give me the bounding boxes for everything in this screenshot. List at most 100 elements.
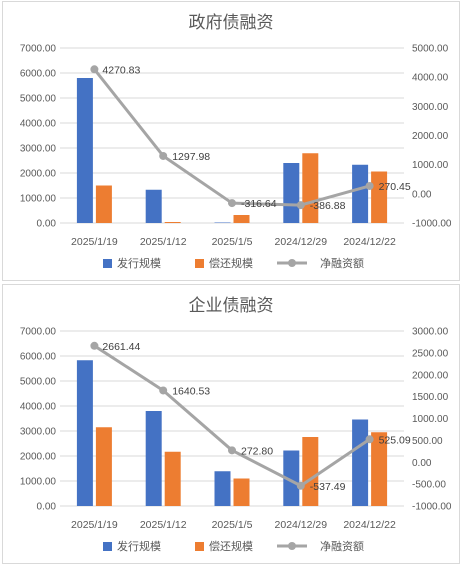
line-point	[228, 199, 236, 208]
x-category-label: 2024/12/22	[343, 519, 396, 531]
line-point	[90, 65, 99, 74]
bar-repayment	[233, 478, 250, 506]
y-left-tick-label: 2000.00	[20, 452, 57, 463]
line-point	[365, 435, 374, 444]
legend-label: 发行规模	[117, 256, 161, 270]
y-axis-left: 0.00 1000.00 2000.00 3000.00 4000.00 5000.00 6…	[20, 327, 57, 513]
chart-panel-enterprise-bond: 企业债融资 0.00 1000.00 2000.00 3000.00 4000.00 500…	[2, 284, 460, 564]
x-category-label: 2024/12/29	[275, 236, 328, 248]
data-labels: 4270.83 1297.98 -316.64 -386.88 270.45	[102, 64, 410, 212]
bar-issuance	[145, 411, 162, 506]
data-label: -537.49	[310, 481, 346, 493]
y-right-tick-label: 1500.00	[412, 392, 449, 403]
bar-issuance	[76, 360, 93, 506]
y-right-tick-label: -1000.00	[412, 502, 452, 513]
chart-enterprise-bond: 企业债融资 0.00 1000.00 2000.00 3000.00 4000.00 500…	[20, 296, 452, 553]
y-left-tick-label: 6000.00	[20, 69, 57, 80]
data-label: 270.45	[379, 181, 411, 193]
data-label: 1297.98	[172, 151, 210, 163]
legend-label: 偿还规模	[209, 539, 253, 553]
x-category-label: 2025/1/19	[71, 519, 118, 531]
legend-swatch-repayment	[195, 542, 204, 551]
data-labels: 2661.44 1640.53 272.80 -537.49 525.09	[102, 341, 410, 493]
line-point	[159, 151, 168, 160]
data-label: 272.80	[241, 445, 273, 457]
y-axis-left: 0.00 1000.00 2000.00 3000.00 4000.00 5000.00 6…	[20, 44, 57, 230]
x-axis: 2025/1/19 2025/1/12 2025/1/5 2024/12/29 2024…	[71, 236, 396, 248]
chart-title: 政府债融资	[189, 13, 274, 32]
bar-repayment	[302, 437, 319, 506]
y-right-tick-label: 2000.00	[412, 131, 449, 142]
bar-issuance	[283, 163, 300, 223]
legend-swatch-issuance	[103, 259, 112, 268]
bar-issuance	[352, 419, 369, 506]
bar-repayment	[371, 432, 388, 506]
chart-panel-government-bond: 政府债融资 0.00 1000.00 2000.00 3000.00 4000.00 500…	[2, 1, 460, 281]
legend: 发行规模 偿还规模 净融资额	[103, 539, 364, 553]
line-point	[90, 341, 99, 350]
bar-issuance	[214, 471, 231, 506]
data-label: -386.88	[310, 200, 346, 212]
legend-swatch-net-marker	[288, 259, 296, 267]
y-right-tick-label: 2000.00	[412, 370, 449, 381]
bar-repayment	[164, 222, 181, 223]
y-left-tick-label: 3000.00	[20, 144, 57, 155]
y-right-tick-label: -1000.00	[412, 219, 452, 230]
y-right-tick-label: 4000.00	[412, 73, 449, 84]
y-right-tick-label: 3000.00	[412, 327, 449, 338]
y-right-tick-label: 2500.00	[412, 348, 449, 359]
data-label: 525.09	[379, 434, 411, 446]
line-point	[228, 446, 236, 455]
bar-repayment	[164, 451, 181, 506]
bar-issuance	[352, 164, 369, 223]
y-right-tick-label: 5000.00	[412, 44, 449, 55]
x-category-label: 2024/12/22	[343, 236, 396, 248]
legend-swatch-net-marker	[288, 542, 296, 550]
bars	[76, 78, 388, 223]
chart-title: 企业债融资	[189, 296, 274, 315]
y-left-tick-label: 3000.00	[20, 427, 57, 438]
bar-issuance	[283, 450, 300, 506]
bar-issuance	[214, 222, 231, 223]
line-net-financing	[93, 68, 371, 207]
line-point	[296, 201, 305, 210]
y-right-tick-label: 0.00	[412, 458, 432, 469]
y-right-tick-label: 1000.00	[412, 160, 449, 171]
x-category-label: 2025/1/5	[212, 236, 253, 248]
data-label: 1640.53	[172, 385, 210, 397]
y-left-tick-label: 2000.00	[20, 169, 57, 180]
y-left-tick-label: 1000.00	[20, 194, 57, 205]
y-right-tick-label: 1000.00	[412, 414, 449, 425]
x-category-label: 2024/12/29	[275, 519, 328, 531]
gridlines	[60, 330, 404, 507]
data-label: 4270.83	[102, 64, 140, 76]
y-left-tick-label: 4000.00	[20, 119, 57, 130]
y-axis-right: -1000.00 0.00 1000.00 2000.00 3000.00 4000.00…	[412, 44, 452, 230]
y-left-tick-label: 1000.00	[20, 477, 57, 488]
bars	[76, 360, 388, 506]
y-left-tick-label: 0.00	[37, 219, 57, 230]
legend-label: 偿还规模	[209, 256, 253, 270]
y-right-tick-label: 500.00	[412, 436, 443, 447]
y-right-tick-label: 0.00	[412, 189, 432, 200]
legend-label: 净融资额	[320, 539, 364, 553]
y-left-tick-label: 7000.00	[20, 327, 57, 338]
x-category-label: 2025/1/12	[140, 519, 187, 531]
line-point	[159, 386, 168, 395]
line-points	[90, 341, 374, 490]
y-left-tick-label: 6000.00	[20, 352, 57, 363]
bar-issuance	[76, 78, 93, 223]
x-category-label: 2025/1/12	[140, 236, 187, 248]
line-point	[296, 481, 305, 490]
bar-issuance	[145, 189, 162, 223]
x-category-label: 2025/1/5	[212, 519, 253, 531]
data-label: 2661.44	[102, 341, 140, 353]
line-points	[90, 65, 374, 210]
line-net-financing	[93, 344, 371, 488]
y-left-tick-label: 4000.00	[20, 402, 57, 413]
y-left-tick-label: 0.00	[37, 502, 57, 513]
bar-repayment	[233, 215, 250, 223]
legend-swatch-issuance	[103, 542, 112, 551]
legend: 发行规模 偿还规模 净融资额	[103, 256, 364, 270]
data-label: -316.64	[241, 198, 277, 210]
